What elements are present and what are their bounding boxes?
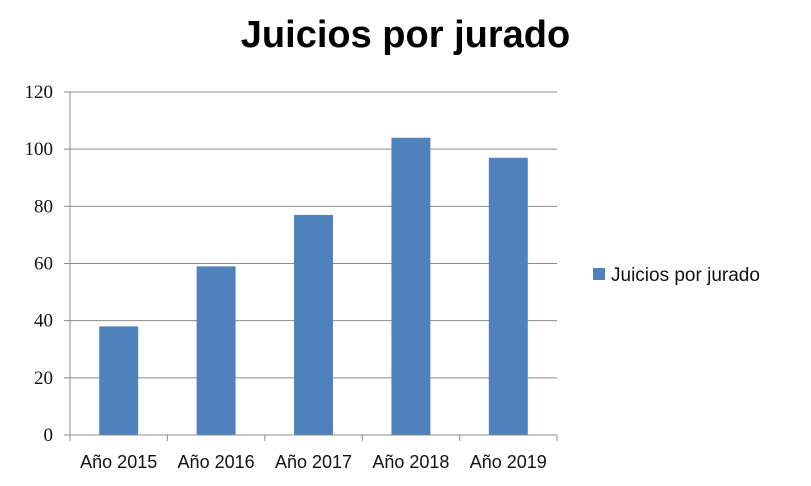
bar xyxy=(196,266,236,435)
bar xyxy=(391,137,431,435)
legend: Juicios por jurado xyxy=(593,265,760,286)
x-tick-label: Año 2015 xyxy=(80,452,157,472)
y-tick-label: 120 xyxy=(25,82,54,103)
x-tick-label: Año 2018 xyxy=(372,452,449,472)
y-tick-label: 20 xyxy=(34,368,53,389)
x-tick-label: Año 2019 xyxy=(470,452,547,472)
bar xyxy=(294,214,333,435)
axes xyxy=(64,91,558,441)
tick-labels: 0 20 40 60 80 100 120 Año 2015 Año 2016 Año 2017 A… xyxy=(25,82,547,472)
legend-label: Juicios por jurado xyxy=(611,265,760,286)
y-tick-label: 100 xyxy=(25,139,54,160)
legend-swatch xyxy=(593,268,605,280)
bar xyxy=(99,326,139,435)
y-tick-label: 40 xyxy=(34,311,53,332)
bars xyxy=(99,137,528,435)
y-tick-label: 0 xyxy=(44,425,54,446)
bar xyxy=(488,157,528,435)
y-tick-label: 80 xyxy=(34,196,53,217)
y-tick-label: 60 xyxy=(34,254,53,275)
chart-title: Juicios por jurado xyxy=(240,14,571,56)
x-tick-label: Año 2017 xyxy=(275,452,352,472)
x-tick-label: Año 2016 xyxy=(178,452,255,472)
